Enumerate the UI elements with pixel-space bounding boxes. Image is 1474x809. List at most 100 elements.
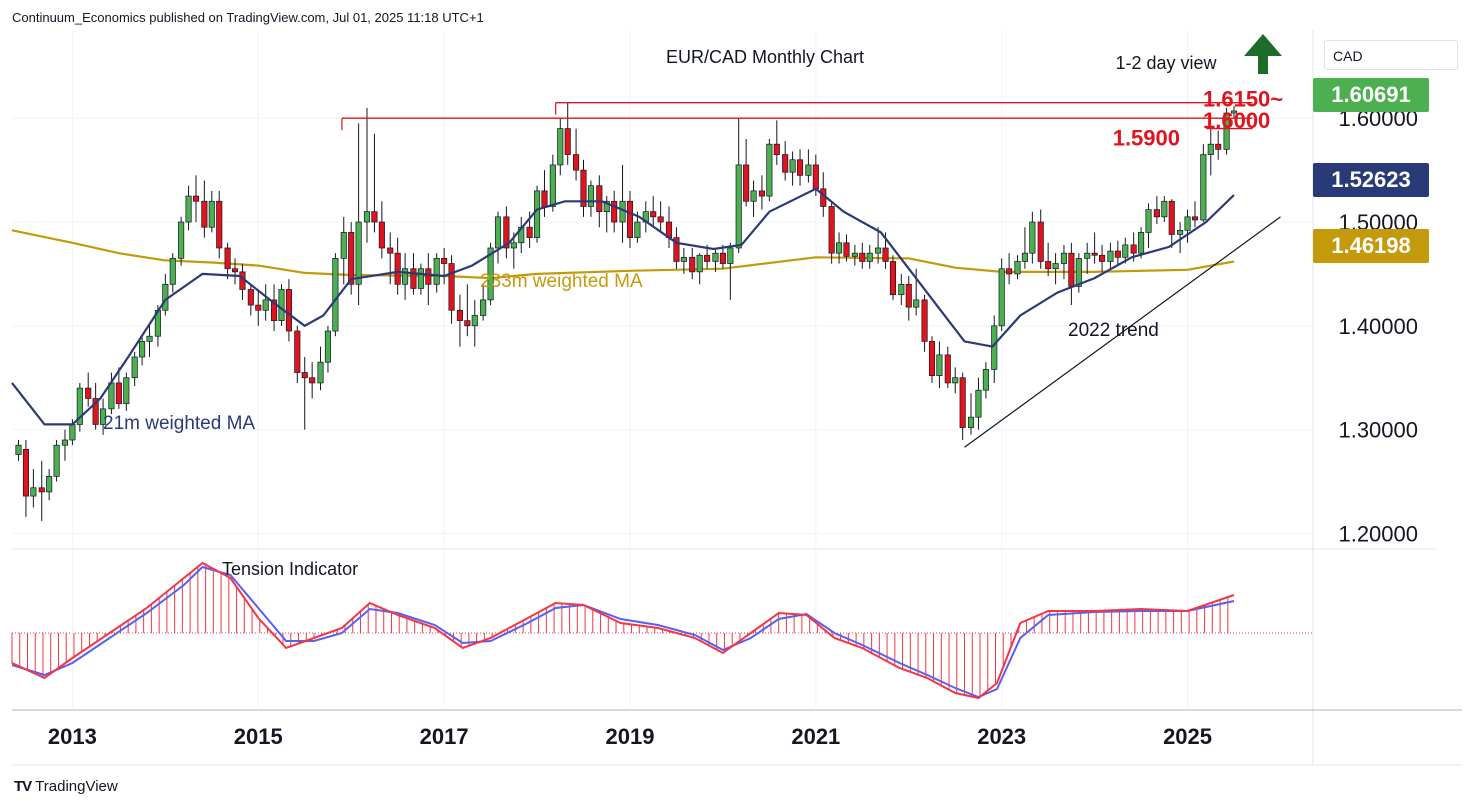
candle-body-up [1075, 258, 1082, 287]
candle [231, 258, 239, 285]
candle-body-down [464, 320, 471, 327]
candle [224, 242, 231, 280]
candle-body-down [944, 354, 951, 384]
y-tick-label: 1.40000 [1338, 314, 1418, 339]
candle [750, 180, 757, 217]
candle [433, 253, 440, 293]
candle [580, 159, 587, 217]
candle-body-down [294, 330, 301, 373]
publisher-line: Continuum_Economics published on Trading… [12, 10, 484, 25]
candle [967, 393, 975, 435]
candle-body-down [812, 164, 819, 190]
candle-body-up [936, 354, 943, 377]
candle-body-up [789, 159, 796, 173]
candle-body-up [750, 190, 757, 202]
candle [38, 460, 45, 521]
candle-body-down [626, 200, 634, 238]
candle [503, 206, 510, 259]
candle [22, 440, 29, 517]
candle-body-up [76, 387, 83, 425]
candle-body-down [301, 372, 308, 379]
candle-body-down [882, 247, 889, 262]
candle-body-up [185, 195, 192, 223]
candle-body-down [425, 268, 432, 285]
candle [185, 185, 192, 231]
tradingview-brand[interactable]: TV TradingView [14, 778, 118, 795]
candle-body-down [448, 263, 455, 311]
candle [875, 227, 882, 264]
candle-body-down [348, 232, 355, 285]
candle [680, 247, 687, 274]
candle-body-up [836, 242, 843, 254]
candle-body-up [557, 128, 564, 166]
candle-body-up [952, 377, 959, 384]
candle-body-down [959, 377, 966, 428]
level-label: 1.6000 [1203, 108, 1270, 133]
candle-body-up [727, 247, 734, 264]
candle-body-up [696, 254, 703, 273]
candle [665, 206, 673, 248]
x-axis: 2013 2015 2017 2019 2021 2023 2025 [48, 724, 1212, 749]
x-tick-label: 2021 [791, 724, 840, 749]
candle-body-down [441, 258, 448, 264]
candle-body-down [611, 200, 618, 223]
candles-layer [15, 102, 1238, 521]
candle [494, 211, 502, 264]
candle-body-up [15, 444, 22, 455]
candle [162, 273, 169, 316]
candle [1091, 232, 1098, 264]
candle-body-down [921, 299, 928, 342]
candle [1223, 107, 1230, 155]
candle [262, 284, 269, 321]
level-label: 1.5900 [1113, 126, 1180, 151]
candle-body-up [169, 258, 176, 285]
candle [657, 201, 664, 233]
candle-body-down [410, 268, 417, 289]
candle-body-up [1223, 112, 1230, 150]
candle-body-up [1107, 250, 1114, 262]
candle-body-up [634, 221, 641, 238]
candle [278, 284, 285, 326]
candle [1068, 242, 1075, 306]
candle-body-up [603, 200, 610, 213]
candle-body-up [975, 389, 982, 418]
candle-body-up [998, 268, 1005, 327]
candle-body-up [875, 247, 882, 254]
candle-body-down [1130, 244, 1137, 254]
candle [30, 469, 37, 508]
candle [828, 201, 835, 264]
currency-selector[interactable]: CAD [1324, 40, 1458, 70]
candle-body-up [866, 252, 873, 262]
candle-body-up [1084, 252, 1091, 259]
candle [169, 253, 176, 293]
candle-body-up [402, 268, 409, 285]
candle [1021, 227, 1028, 269]
candle-body-down [719, 252, 726, 264]
candle [471, 299, 478, 347]
candle [696, 253, 703, 285]
view-label: 1-2 day view [1115, 53, 1217, 73]
candle-body-up [982, 369, 989, 391]
candle [982, 362, 989, 399]
candle [1037, 209, 1044, 269]
candle-body-down [650, 211, 657, 218]
candle-body-up [1177, 229, 1184, 235]
candle [1107, 242, 1114, 269]
x-tick-label: 2017 [420, 724, 469, 749]
candle-body-down [928, 341, 936, 377]
x-tick-label: 2025 [1163, 724, 1212, 749]
candle-body-down [1099, 254, 1106, 262]
candle-body-down [1045, 261, 1052, 270]
candle-body-up [766, 143, 773, 197]
candle-body-up [61, 439, 69, 446]
candle-body-up [1200, 154, 1207, 221]
candle-body-down [580, 169, 587, 207]
candle [1122, 237, 1129, 264]
ma21-price-tag: 1.52623 [1313, 163, 1429, 197]
candle-body-up [340, 232, 347, 259]
candle-body-down [828, 206, 835, 254]
candle [1191, 201, 1199, 228]
candle-body-down [216, 200, 223, 249]
candle-body-up [735, 164, 742, 249]
